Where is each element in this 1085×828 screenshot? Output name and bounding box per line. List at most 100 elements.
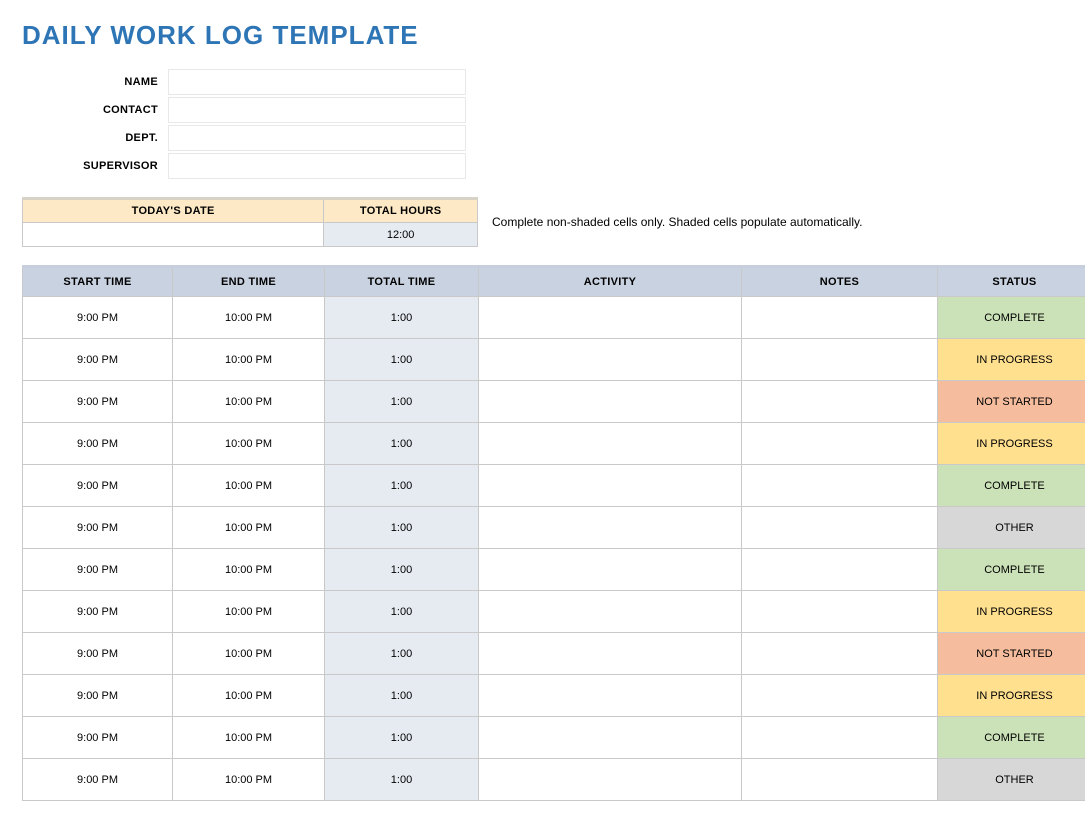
log-cell-total: 1:00 [325, 381, 479, 423]
log-cell-activity[interactable] [479, 339, 742, 381]
log-cell-end[interactable]: 10:00 PM [173, 675, 325, 717]
log-cell-status[interactable]: NOT STARTED [938, 381, 1085, 423]
log-cell-notes[interactable] [742, 465, 938, 507]
info-input[interactable] [168, 125, 466, 151]
log-header-total: TOTAL TIME [325, 267, 479, 297]
log-cell-start[interactable]: 9:00 PM [23, 717, 173, 759]
summary-header: TODAY'S DATE [23, 199, 324, 223]
table-row: 9:00 PM10:00 PM1:00 NOT STARTED [23, 381, 1085, 423]
log-cell-activity[interactable] [479, 717, 742, 759]
log-cell-start[interactable]: 9:00 PM [23, 759, 173, 801]
log-cell-notes[interactable] [742, 633, 938, 675]
log-cell-activity[interactable] [479, 507, 742, 549]
log-header-end: END TIME [173, 267, 325, 297]
summary-table: TODAY'S DATETOTAL HOURS12:00 [22, 197, 478, 247]
log-cell-start[interactable]: 9:00 PM [23, 549, 173, 591]
table-row: 9:00 PM10:00 PM1:00OTHER [23, 507, 1085, 549]
log-cell-status[interactable]: COMPLETE [938, 465, 1085, 507]
table-row: 9:00 PM10:00 PM1:00 NOT STARTED [23, 633, 1085, 675]
log-cell-notes[interactable] [742, 381, 938, 423]
log-cell-total: 1:00 [325, 717, 479, 759]
log-cell-end[interactable]: 10:00 PM [173, 339, 325, 381]
log-cell-end[interactable]: 10:00 PM [173, 423, 325, 465]
log-cell-status[interactable]: IN PROGRESS [938, 339, 1085, 381]
info-input[interactable] [168, 153, 466, 179]
log-cell-notes[interactable] [742, 507, 938, 549]
log-cell-activity[interactable] [479, 633, 742, 675]
table-row: 9:00 PM10:00 PM1:00 IN PROGRESS [23, 591, 1085, 633]
table-row: 9:00 PM10:00 PM1:00 COMPLETE [23, 717, 1085, 759]
log-cell-notes[interactable] [742, 549, 938, 591]
info-label: CONTACT [22, 104, 168, 116]
log-cell-notes[interactable] [742, 675, 938, 717]
table-row: 9:00 PM10:00 PM1:00COMPLETE [23, 549, 1085, 591]
log-cell-total: 1:00 [325, 633, 479, 675]
info-section: NAME CONTACT DEPT. SUPERVISOR [22, 69, 1063, 179]
log-cell-activity[interactable] [479, 549, 742, 591]
table-row: 9:00 PM10:00 PM1:00 COMPLETE [23, 465, 1085, 507]
log-cell-total: 1:00 [325, 297, 479, 339]
log-header-notes: NOTES [742, 267, 938, 297]
log-cell-start[interactable]: 9:00 PM [23, 465, 173, 507]
log-cell-status[interactable]: NOT STARTED [938, 633, 1085, 675]
log-cell-activity[interactable] [479, 423, 742, 465]
log-cell-notes[interactable] [742, 423, 938, 465]
log-cell-start[interactable]: 9:00 PM [23, 381, 173, 423]
helper-text: Complete non-shaded cells only. Shaded c… [492, 215, 862, 229]
log-cell-activity[interactable] [479, 759, 742, 801]
log-cell-end[interactable]: 10:00 PM [173, 717, 325, 759]
log-cell-start[interactable]: 9:00 PM [23, 507, 173, 549]
log-cell-activity[interactable] [479, 381, 742, 423]
log-cell-start[interactable]: 9:00 PM [23, 423, 173, 465]
log-cell-status[interactable]: COMPLETE [938, 297, 1085, 339]
info-input[interactable] [168, 69, 466, 95]
log-cell-activity[interactable] [479, 675, 742, 717]
log-cell-activity[interactable] [479, 297, 742, 339]
log-cell-start[interactable]: 9:00 PM [23, 297, 173, 339]
log-cell-start[interactable]: 9:00 PM [23, 591, 173, 633]
info-label: SUPERVISOR [22, 160, 168, 172]
table-row: 9:00 PM10:00 PM1:00 OTHER [23, 759, 1085, 801]
log-cell-status[interactable]: IN PROGRESS [938, 675, 1085, 717]
log-cell-notes[interactable] [742, 591, 938, 633]
table-row: 9:00 PM10:00 PM1:00IN PROGRESS [23, 675, 1085, 717]
log-header-start: START TIME [23, 267, 173, 297]
log-cell-notes[interactable] [742, 759, 938, 801]
log-cell-end[interactable]: 10:00 PM [173, 759, 325, 801]
log-cell-notes[interactable] [742, 717, 938, 759]
log-cell-end[interactable]: 10:00 PM [173, 381, 325, 423]
log-cell-end[interactable]: 10:00 PM [173, 465, 325, 507]
log-cell-total: 1:00 [325, 465, 479, 507]
log-cell-end[interactable]: 10:00 PM [173, 591, 325, 633]
log-cell-end[interactable]: 10:00 PM [173, 297, 325, 339]
log-cell-total: 1:00 [325, 591, 479, 633]
table-row: 9:00 PM10:00 PM1:00 IN PROGRESS [23, 339, 1085, 381]
log-cell-end[interactable]: 10:00 PM [173, 549, 325, 591]
log-cell-start[interactable]: 9:00 PM [23, 339, 173, 381]
info-label: NAME [22, 76, 168, 88]
log-cell-end[interactable]: 10:00 PM [173, 507, 325, 549]
log-cell-notes[interactable] [742, 297, 938, 339]
log-cell-activity[interactable] [479, 465, 742, 507]
log-cell-status[interactable]: IN PROGRESS [938, 591, 1085, 633]
info-row: NAME [22, 69, 1063, 95]
page-title: DAILY WORK LOG TEMPLATE [22, 20, 1063, 51]
summary-hours-cell: 12:00 [324, 223, 478, 247]
info-label: DEPT. [22, 132, 168, 144]
log-cell-status[interactable]: OTHER [938, 507, 1085, 549]
log-cell-status[interactable]: OTHER [938, 759, 1085, 801]
log-cell-start[interactable]: 9:00 PM [23, 633, 173, 675]
log-cell-end[interactable]: 10:00 PM [173, 633, 325, 675]
info-row: CONTACT [22, 97, 1063, 123]
log-cell-activity[interactable] [479, 591, 742, 633]
log-cell-start[interactable]: 9:00 PM [23, 675, 173, 717]
log-cell-total: 1:00 [325, 759, 479, 801]
info-row: SUPERVISOR [22, 153, 1063, 179]
log-cell-status[interactable]: IN PROGRESS [938, 423, 1085, 465]
log-cell-notes[interactable] [742, 339, 938, 381]
log-cell-status[interactable]: COMPLETE [938, 549, 1085, 591]
log-cell-total: 1:00 [325, 339, 479, 381]
log-cell-status[interactable]: COMPLETE [938, 717, 1085, 759]
info-input[interactable] [168, 97, 466, 123]
summary-date-cell[interactable] [23, 223, 324, 247]
